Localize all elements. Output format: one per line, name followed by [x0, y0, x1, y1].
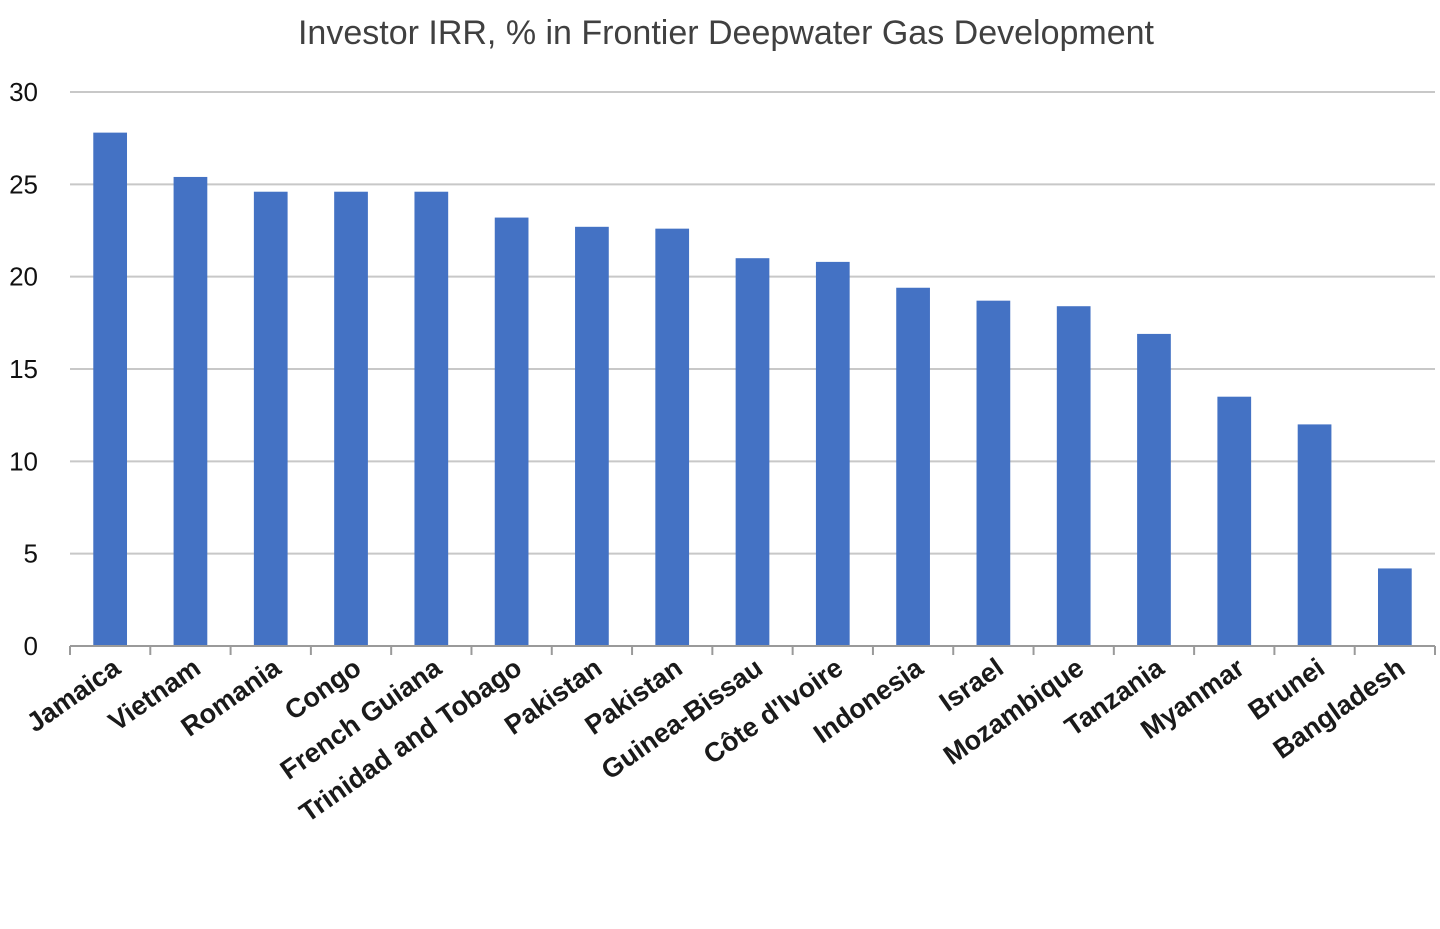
bar: [334, 191, 368, 646]
bar: [1056, 306, 1091, 646]
x-category-label: Jamaica: [21, 652, 126, 738]
y-tick-label: 15: [9, 354, 38, 384]
bar: [494, 217, 529, 646]
y-tick-label: 20: [9, 262, 38, 292]
bar: [1137, 333, 1171, 646]
bar: [655, 228, 690, 647]
bar: [815, 261, 850, 646]
bar: [575, 226, 609, 646]
y-tick-label: 25: [9, 169, 38, 199]
y-tick-label: 30: [9, 77, 38, 107]
y-tick-label: 10: [9, 446, 38, 476]
bar: [173, 176, 208, 647]
x-axis: [69, 645, 1436, 655]
bar: [414, 191, 449, 646]
bar: [896, 287, 930, 646]
bar: [93, 132, 128, 647]
bar: [1297, 424, 1332, 646]
bar: [735, 258, 770, 646]
chart-title: Investor IRR, % in Frontier Deepwater Ga…: [298, 14, 1155, 52]
y-axis-tick-labels: 0 5 10 15 20 25 30: [9, 77, 38, 661]
y-tick-label: 0: [24, 631, 38, 661]
bars: [93, 132, 1412, 647]
bar: [253, 191, 288, 646]
bar: [1377, 568, 1412, 646]
bar: [976, 300, 1011, 646]
y-tick-label: 5: [24, 539, 38, 569]
bar: [1217, 396, 1252, 646]
